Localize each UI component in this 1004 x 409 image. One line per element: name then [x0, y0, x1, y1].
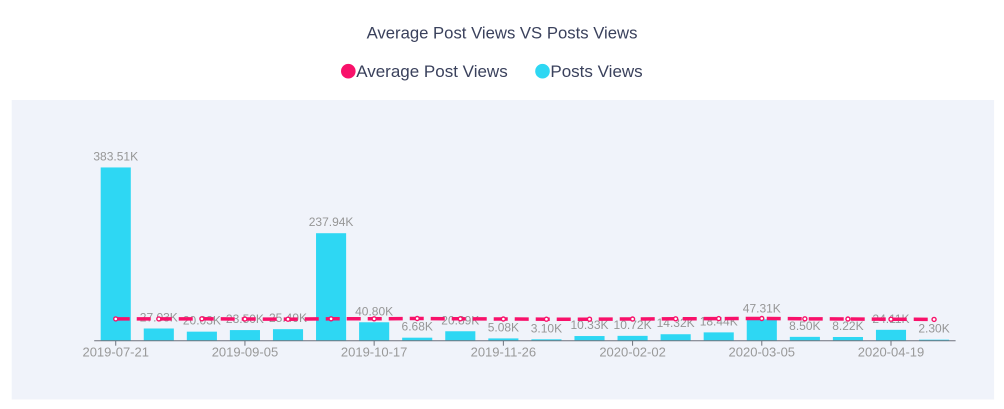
svg-text:40.80K: 40.80K [355, 304, 393, 318]
svg-text:Average Post Views: Average Post Views [356, 62, 508, 81]
svg-text:8.50K: 8.50K [789, 319, 820, 333]
svg-text:383.51K: 383.51K [93, 149, 138, 163]
svg-text:2019-11-26: 2019-11-26 [471, 345, 537, 360]
svg-text:237.94K: 237.94K [309, 215, 354, 229]
svg-text:2020-04-19: 2020-04-19 [858, 345, 925, 360]
svg-text:6.68K: 6.68K [402, 320, 433, 334]
svg-text:10.72K: 10.72K [614, 318, 652, 332]
svg-text:2020-02-02: 2020-02-02 [599, 345, 666, 360]
svg-text:8.22K: 8.22K [832, 319, 863, 333]
svg-text:10.33K: 10.33K [570, 318, 608, 332]
svg-text:3.10K: 3.10K [531, 321, 562, 335]
svg-text:2019-10-17: 2019-10-17 [341, 345, 408, 360]
svg-text:47.31K: 47.31K [743, 301, 781, 315]
svg-text:2019-07-21: 2019-07-21 [82, 345, 149, 360]
svg-text:2020-03-05: 2020-03-05 [729, 345, 796, 360]
svg-text:Average Post Views VS Posts Vi: Average Post Views VS Posts Views [367, 24, 638, 43]
svg-text:5.08K: 5.08K [488, 320, 519, 334]
svg-text:2019-09-05: 2019-09-05 [212, 345, 279, 360]
svg-text:2.30K: 2.30K [918, 322, 949, 336]
svg-text:Posts Views: Posts Views [550, 62, 642, 81]
